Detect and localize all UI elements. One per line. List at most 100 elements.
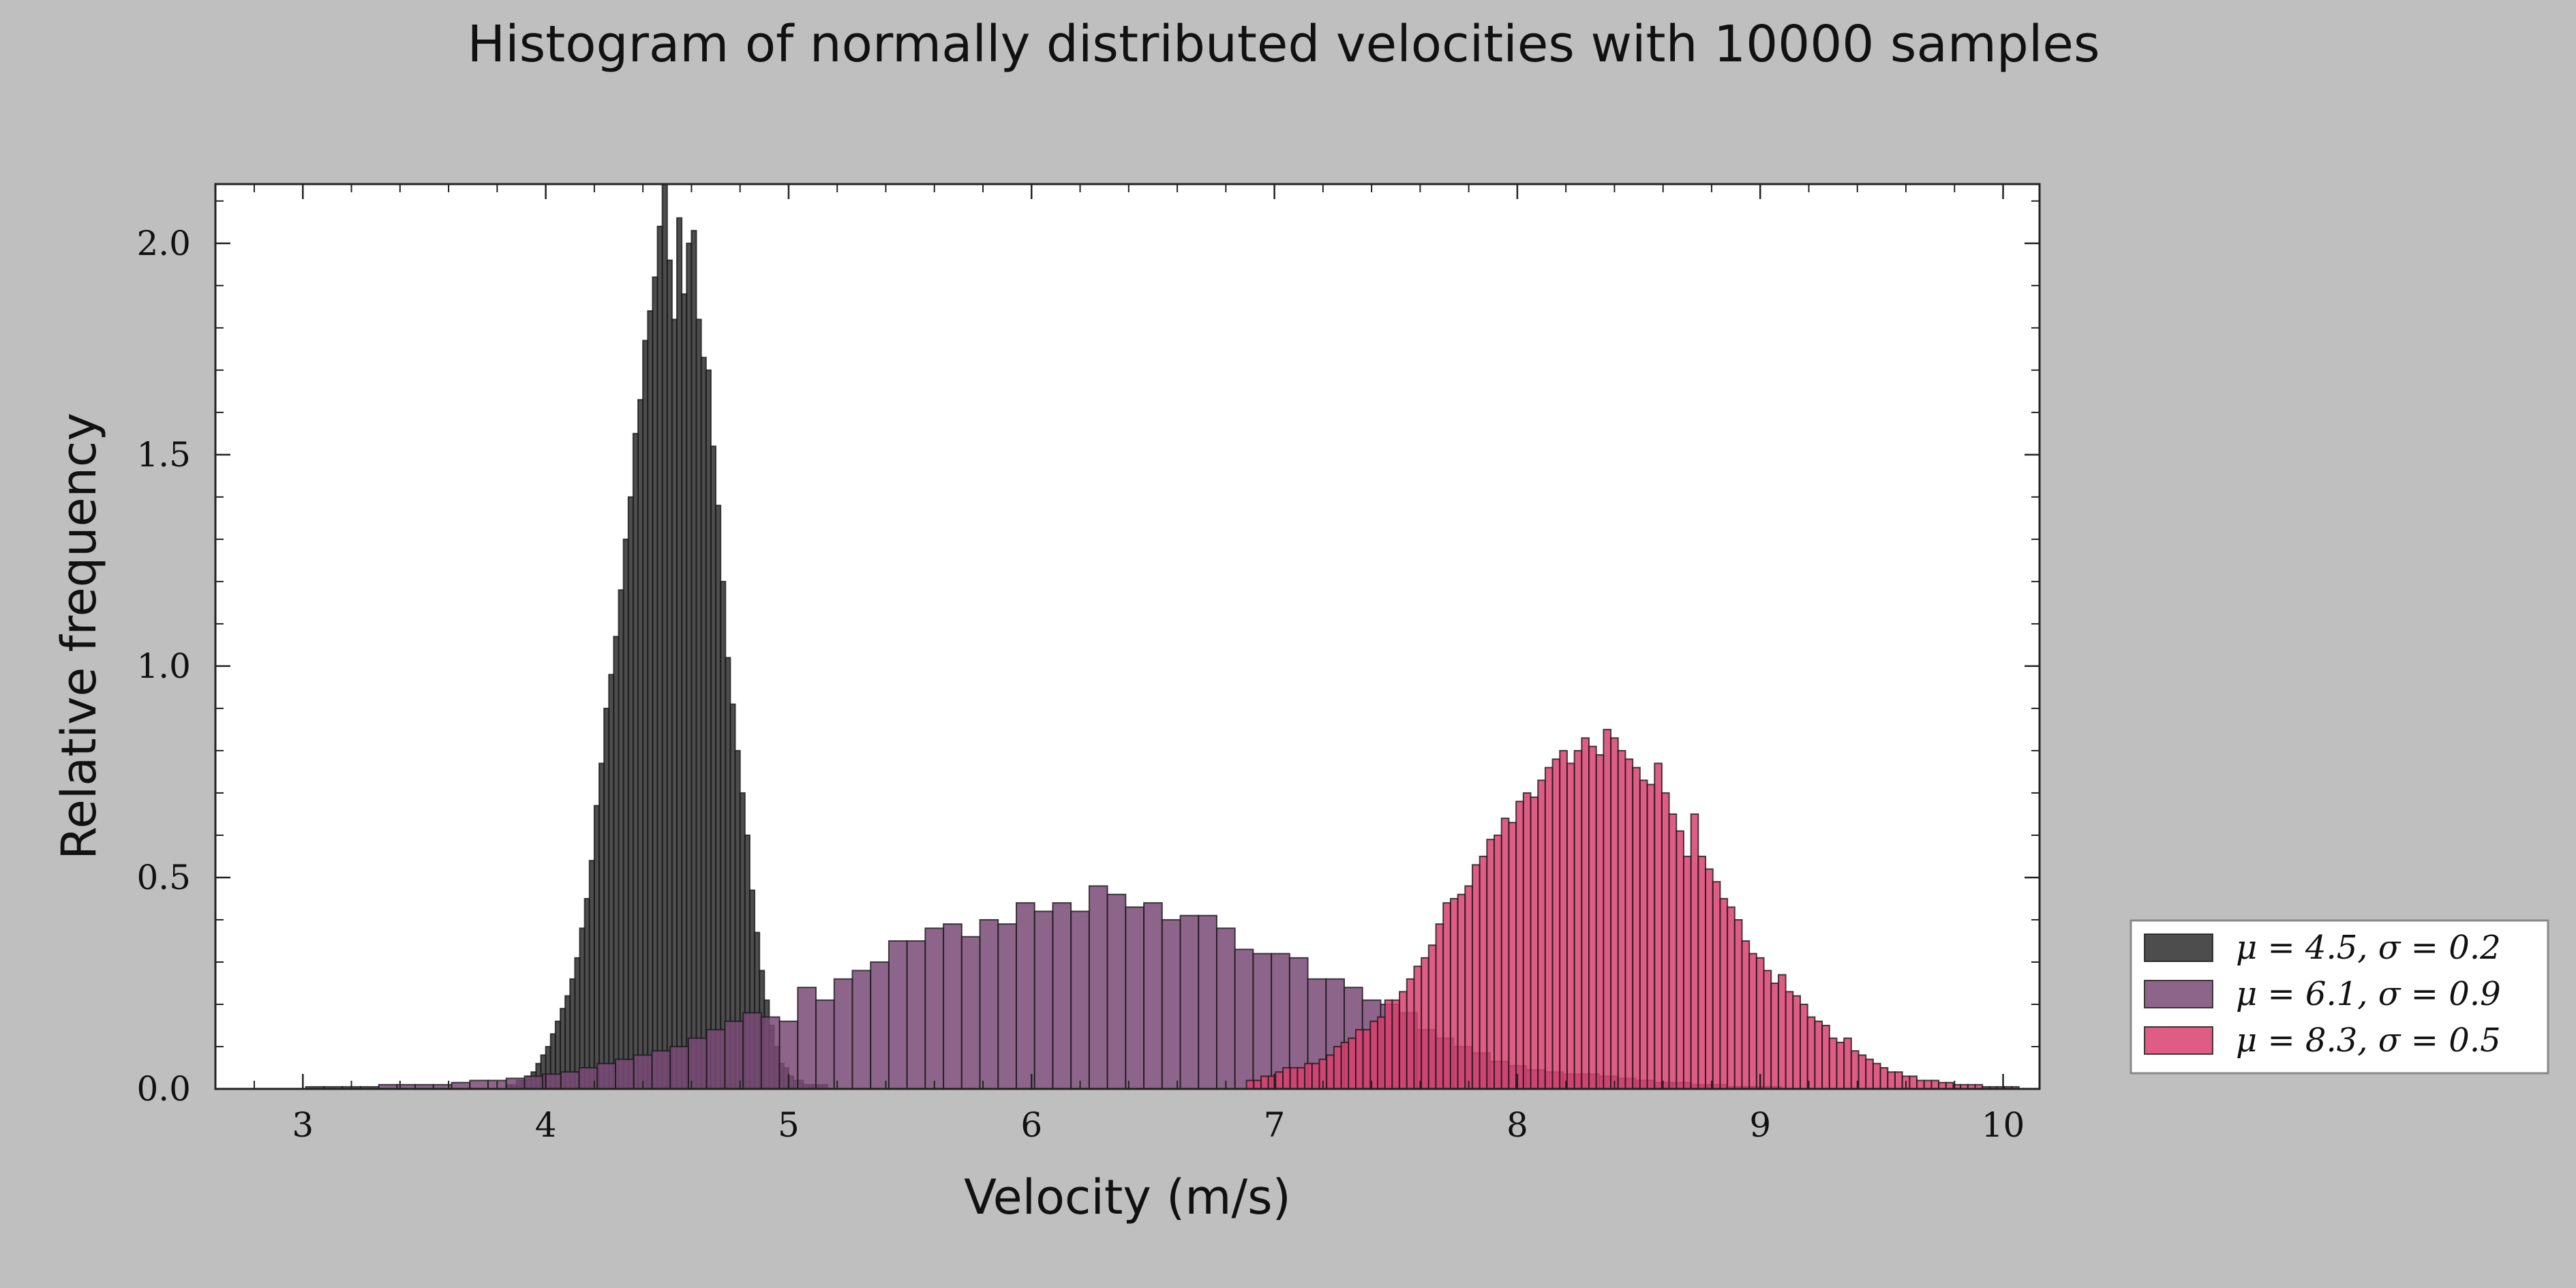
tick-layer: 3 4 5 6 7 8 9 10 0.0 0.5 1.0 1.5 2.0 — [136, 184, 2040, 1145]
y-tick-label: 1.5 — [136, 435, 191, 475]
x-tick-label: 9 — [1749, 1105, 1771, 1145]
bar — [1340, 1041, 1350, 1090]
bar — [1639, 779, 1648, 1090]
bar — [997, 923, 1017, 1090]
bar — [724, 1020, 744, 1090]
bar — [1814, 1020, 1823, 1090]
legend-swatch-1 — [2144, 933, 2213, 962]
bar — [1697, 855, 1707, 1090]
bar — [1719, 897, 1729, 1090]
bar — [652, 276, 658, 1090]
x-axis-label: Velocity (m/s) — [964, 1169, 1291, 1225]
bar — [1435, 923, 1444, 1090]
bar — [1646, 783, 1656, 1090]
bar — [1537, 779, 1546, 1090]
bar — [1617, 749, 1626, 1090]
bar — [1271, 953, 1290, 1090]
series-1 — [506, 183, 828, 1090]
bar — [627, 496, 634, 1090]
bar — [1800, 1003, 1808, 1090]
bar — [833, 978, 853, 1090]
bar — [1595, 754, 1605, 1090]
bar — [1198, 914, 1217, 1090]
bar — [1125, 906, 1145, 1090]
bar — [742, 1012, 762, 1090]
bar — [1785, 991, 1794, 1090]
bar — [1413, 965, 1423, 1090]
bar — [1610, 737, 1619, 1090]
bar — [851, 970, 872, 1090]
bar — [1471, 864, 1481, 1090]
bar — [1354, 1029, 1364, 1090]
bar — [1777, 974, 1787, 1090]
bar — [1530, 796, 1539, 1090]
bar — [1733, 918, 1743, 1090]
series-2 — [305, 885, 1783, 1090]
y-tick-label: 1.0 — [136, 646, 191, 686]
bar — [1682, 855, 1692, 1090]
legend-label-1: μ = 4.5, σ = 0.2 — [2236, 929, 2501, 967]
series-layer — [305, 183, 2020, 1090]
bar — [1215, 927, 1236, 1090]
bar — [1391, 999, 1401, 1090]
bar — [1544, 766, 1554, 1090]
bar — [1143, 902, 1163, 1090]
bar — [1106, 893, 1127, 1090]
bar — [1052, 902, 1072, 1090]
bar — [924, 927, 945, 1090]
bar — [1252, 953, 1273, 1090]
bar — [1479, 855, 1488, 1090]
legend-swatch-3 — [2144, 1026, 2213, 1055]
bar — [1676, 830, 1684, 1090]
bar — [637, 399, 644, 1090]
plot-frame — [214, 183, 2041, 1090]
bar — [1624, 758, 1634, 1090]
bar — [870, 961, 890, 1090]
bar — [1384, 999, 1393, 1090]
bar — [700, 357, 707, 1090]
bar — [1581, 737, 1590, 1090]
legend-label-2: μ = 6.1, σ = 0.9 — [2236, 975, 2501, 1013]
bar — [1806, 1016, 1816, 1090]
bar — [669, 1045, 689, 1090]
bar — [1887, 1071, 1896, 1090]
bar — [695, 318, 702, 1090]
x-tick-label: 4 — [535, 1105, 557, 1145]
bar — [1508, 822, 1517, 1090]
bar — [1843, 1037, 1852, 1090]
bar — [1326, 1054, 1335, 1090]
bar — [1289, 1067, 1299, 1090]
x-tick-label: 3 — [292, 1105, 314, 1145]
bar — [1522, 792, 1532, 1090]
bar — [1668, 813, 1678, 1090]
bar — [1916, 1079, 1925, 1090]
y-tick-label: 0.5 — [136, 858, 191, 897]
bar — [960, 935, 981, 1090]
bar — [560, 1071, 580, 1090]
bar — [1755, 957, 1765, 1090]
bar — [1015, 902, 1035, 1090]
bar — [615, 1058, 635, 1090]
bar — [681, 293, 688, 1090]
legend-swatch-2 — [2144, 980, 2213, 1008]
bar — [1763, 970, 1772, 1090]
legend-label-3: μ = 8.3, σ = 0.5 — [2236, 1021, 2501, 1060]
bar — [1245, 1079, 1255, 1090]
bar — [1930, 1079, 1940, 1090]
bar — [705, 369, 712, 1090]
bar — [1494, 834, 1502, 1090]
bar — [706, 1029, 726, 1090]
x-tick-label: 8 — [1506, 1105, 1528, 1145]
bar — [888, 940, 908, 1090]
bar — [1872, 1062, 1881, 1090]
y-tick-label: 0.0 — [136, 1069, 191, 1109]
bar — [656, 226, 663, 1090]
bar — [505, 1077, 526, 1090]
bar — [1377, 1016, 1386, 1090]
bar — [1311, 1062, 1320, 1090]
bar — [1406, 978, 1415, 1090]
bar — [608, 674, 615, 1090]
bar — [691, 230, 697, 1090]
bar — [1748, 953, 1757, 1090]
